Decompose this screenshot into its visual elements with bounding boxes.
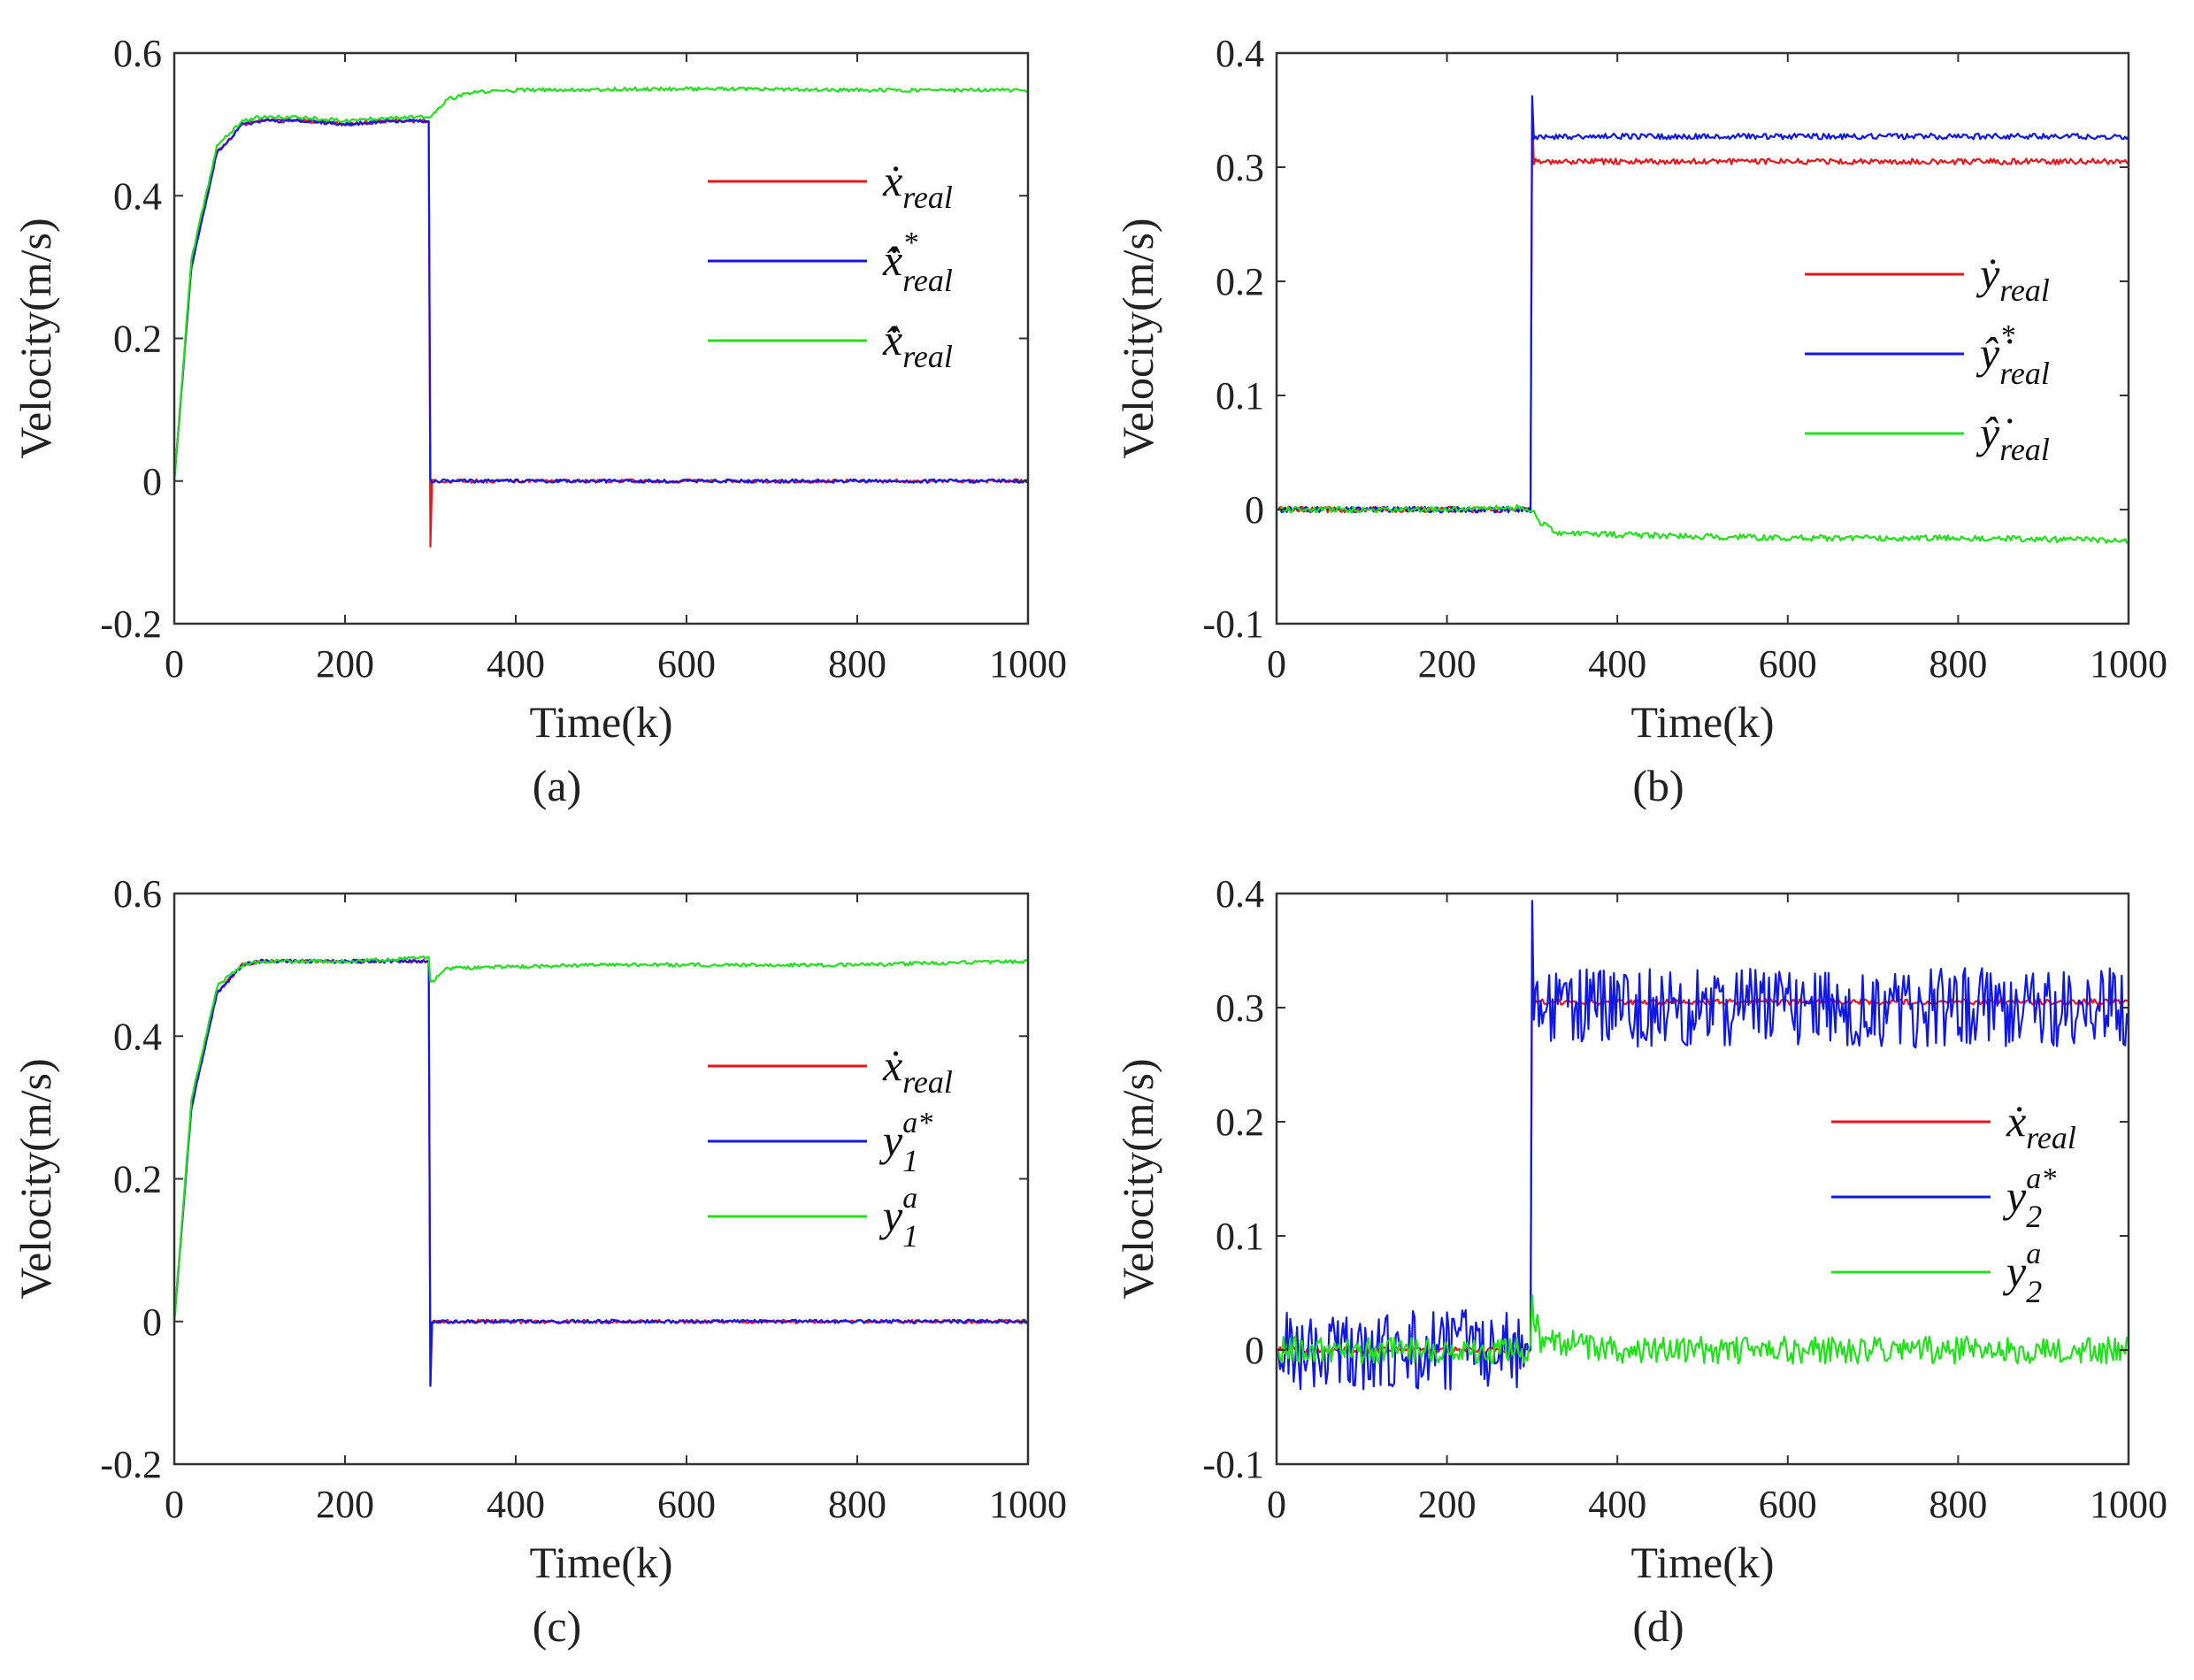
x-axis-title: Time(k) xyxy=(1630,697,1774,747)
series-group xyxy=(174,955,1028,1387)
legend-label: ya* 2 xyxy=(2002,1162,2056,1234)
y-axis-title: Velocity(m/s) xyxy=(11,1058,60,1299)
legend-label: ya* 1 xyxy=(878,1107,932,1178)
legend: ẋreal ya* 1ya 1 xyxy=(708,1040,953,1254)
legend-label: x̂̇* real xyxy=(882,226,953,298)
legend-label: ya 2 xyxy=(2002,1238,2042,1309)
series-group xyxy=(1277,95,2129,544)
series-line-2 xyxy=(1277,900,2129,1391)
x-tick-label: 800 xyxy=(1929,642,1987,686)
x-tick-label: 200 xyxy=(316,642,374,686)
y-axis-title: Velocity(m/s) xyxy=(1113,218,1162,458)
x-tick-label: 1000 xyxy=(989,1483,1067,1526)
plot-frame xyxy=(173,892,1030,1466)
legend: ẏreal ŷ̇* real ŷ̇real xyxy=(1805,249,2050,467)
x-tick-label: 200 xyxy=(1418,1483,1477,1526)
y-tick-label: 0 xyxy=(142,460,162,503)
x-tick-label: 800 xyxy=(1929,1483,1987,1526)
series-group xyxy=(1277,900,2129,1391)
plot-frame xyxy=(1275,892,2130,1466)
y-tick-label: 0 xyxy=(1245,1329,1264,1372)
x-axis-title: Time(k) xyxy=(1630,1538,1774,1587)
y-tick-label: 0.4 xyxy=(113,174,162,218)
y-tick-label: 0.1 xyxy=(1216,1215,1264,1258)
x-axis-title: Time(k) xyxy=(529,1538,672,1587)
y-tick-label: 0.6 xyxy=(113,872,162,916)
panel-d: 0 200 400 600 800 1000-0.100.10.20.30.4Time(k… xyxy=(1113,872,2167,1651)
legend-label: ŷ̇* real xyxy=(1975,319,2050,391)
y-tick-label: -0.1 xyxy=(1202,602,1264,646)
series-line-3 xyxy=(1277,1294,2129,1365)
panel-caption: (b) xyxy=(1632,761,1684,810)
y-tick-label: -0.2 xyxy=(100,1443,162,1486)
x-axis-title: Time(k) xyxy=(529,697,672,747)
panel-caption: (a) xyxy=(533,761,582,810)
y-tick-label: 0.2 xyxy=(113,1158,162,1201)
x-tick-label: 600 xyxy=(657,1483,716,1526)
series-line-3 xyxy=(1277,503,2129,544)
panel-a: 0 200 400 600 800 1000-0.200.20.40.6Time(k)Ve… xyxy=(11,32,1067,810)
legend-label: ŷ̇real xyxy=(1975,408,2050,467)
y-tick-label: -0.1 xyxy=(1202,1443,1264,1486)
legend-label: ẏreal xyxy=(1975,249,2050,308)
legend-label: ẋreal xyxy=(882,1040,953,1100)
x-tick-label: 800 xyxy=(828,1483,886,1526)
legend-label: ẋreal xyxy=(2006,1096,2076,1155)
x-tick-label: 1000 xyxy=(2090,1483,2167,1526)
y-tick-label: 0.2 xyxy=(1216,1101,1264,1144)
x-tick-label: 0 xyxy=(1267,1483,1286,1526)
legend-label: ya 1 xyxy=(878,1182,918,1254)
x-tick-label: 400 xyxy=(1588,642,1646,686)
legend-label: ẋreal xyxy=(882,156,953,215)
panel-caption: (d) xyxy=(1632,1601,1684,1651)
y-axis-title: Velocity(m/s) xyxy=(1113,1058,1162,1299)
legend: ẋreal x̂̇* real x̂̇real xyxy=(708,156,953,374)
panel-caption: (c) xyxy=(533,1601,582,1651)
x-tick-label: 400 xyxy=(1588,1483,1646,1526)
y-tick-label: 0.3 xyxy=(1216,986,1264,1030)
y-tick-label: 0 xyxy=(142,1300,162,1344)
x-tick-label: 1000 xyxy=(2090,642,2167,686)
x-tick-label: 400 xyxy=(487,1483,545,1526)
x-tick-label: 400 xyxy=(487,642,545,686)
y-tick-label: 0.4 xyxy=(1216,872,1264,916)
series-line-3 xyxy=(174,86,1028,481)
x-tick-label: 0 xyxy=(165,1483,184,1526)
y-tick-label: -0.2 xyxy=(100,602,162,646)
y-tick-label: 0.1 xyxy=(1216,374,1264,418)
y-axis-title: Velocity(m/s) xyxy=(11,218,60,458)
x-tick-label: 200 xyxy=(316,1483,374,1526)
x-tick-label: 600 xyxy=(657,642,716,686)
series-line-3 xyxy=(174,955,1028,1322)
y-tick-label: 0.6 xyxy=(113,32,162,75)
x-tick-label: 0 xyxy=(1267,642,1286,686)
y-tick-label: 0.3 xyxy=(1216,146,1264,189)
x-tick-label: 600 xyxy=(1759,642,1817,686)
x-tick-label: 800 xyxy=(828,642,886,686)
x-tick-label: 1000 xyxy=(989,642,1067,686)
y-tick-label: 0.2 xyxy=(1216,260,1264,303)
y-tick-label: 0 xyxy=(1245,488,1264,532)
y-tick-label: 0.4 xyxy=(1216,32,1264,75)
y-tick-label: 0.4 xyxy=(113,1015,162,1058)
y-tick-label: 0.2 xyxy=(113,318,162,361)
series-line-2 xyxy=(174,118,1028,484)
plot-frame xyxy=(1275,51,2130,625)
x-tick-label: 0 xyxy=(165,642,184,686)
x-tick-label: 600 xyxy=(1759,1483,1817,1526)
legend: ẋreal ya* 2ya 2 xyxy=(1831,1096,2076,1309)
x-tick-label: 200 xyxy=(1418,642,1477,686)
panel-c: 0 200 400 600 800 1000-0.200.20.40.6Time(k)Ve… xyxy=(11,872,1067,1651)
legend-label: x̂̇real xyxy=(882,315,953,374)
panel-b: 0 200 400 600 800 1000-0.100.10.20.30.4Time(k… xyxy=(1113,32,2167,810)
series-group xyxy=(174,86,1028,548)
